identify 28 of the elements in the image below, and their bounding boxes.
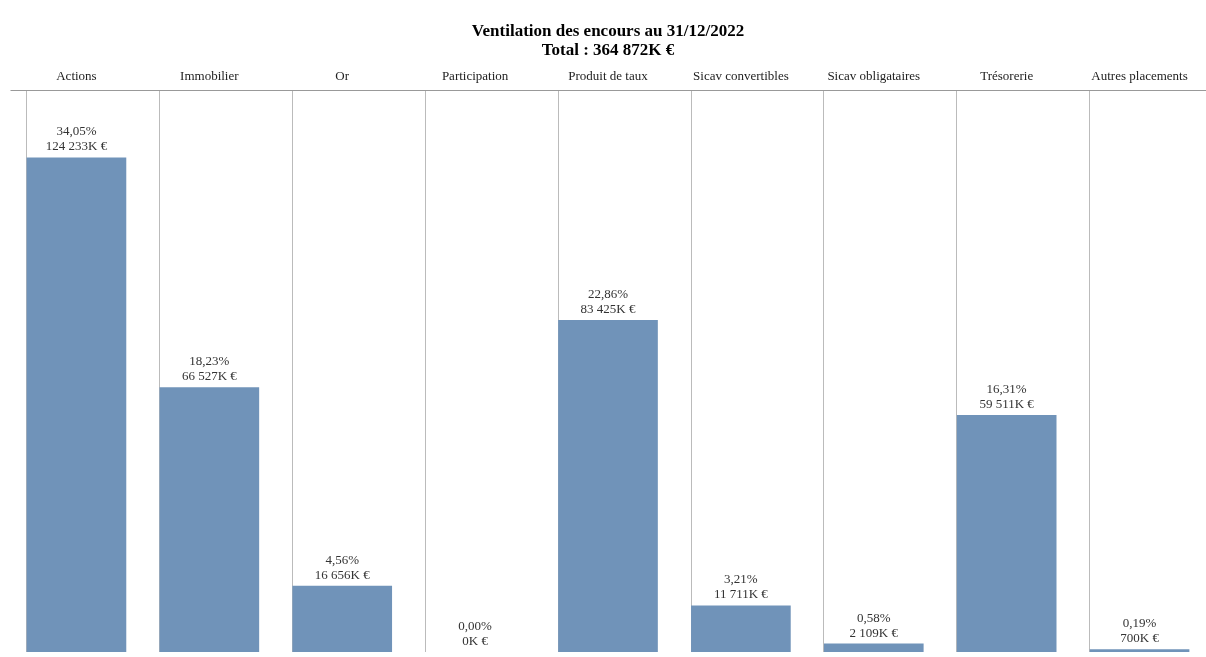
data-label: 0,00% 0K € xyxy=(458,618,493,648)
bar xyxy=(26,157,127,652)
bar xyxy=(292,585,393,652)
chart-subtitle: Total : 364 872K € xyxy=(541,40,675,59)
x-tick-label: Participation xyxy=(441,67,509,83)
data-label: 0,19% 700K € xyxy=(1120,615,1160,646)
bar xyxy=(823,643,924,652)
x-tick-label: Produit de taux xyxy=(568,67,649,83)
bar xyxy=(956,415,1057,652)
x-tick-label: Autres placements xyxy=(1091,67,1188,83)
x-tick-label: Trésorerie xyxy=(980,67,1034,83)
data-label: 3,21% 11 711K € xyxy=(713,571,769,602)
data-label: 16,31% 59 511K € xyxy=(979,381,1035,412)
data-label: 22,86% 83 425K € xyxy=(580,285,636,316)
data-label: 34,05% 124 233K € xyxy=(45,123,108,154)
bar xyxy=(159,387,260,652)
chart-title: Ventilation des encours au 31/12/2022 xyxy=(471,21,745,40)
x-tick-label: Immobilier xyxy=(180,67,240,83)
bar xyxy=(691,605,791,652)
data-label: 18,23% 66 527K € xyxy=(181,353,238,384)
bar xyxy=(1089,649,1190,652)
data-label: 0,58% 2 109K € xyxy=(849,609,899,640)
bar xyxy=(558,319,658,652)
x-tick-label: Sicav obligataires xyxy=(827,67,921,83)
x-tick-label: Sicav convertibles xyxy=(693,67,789,83)
x-tick-label: Or xyxy=(335,67,350,83)
x-tick-label: Actions xyxy=(56,67,97,83)
data-label: 4,56% 16 656K € xyxy=(314,551,371,582)
